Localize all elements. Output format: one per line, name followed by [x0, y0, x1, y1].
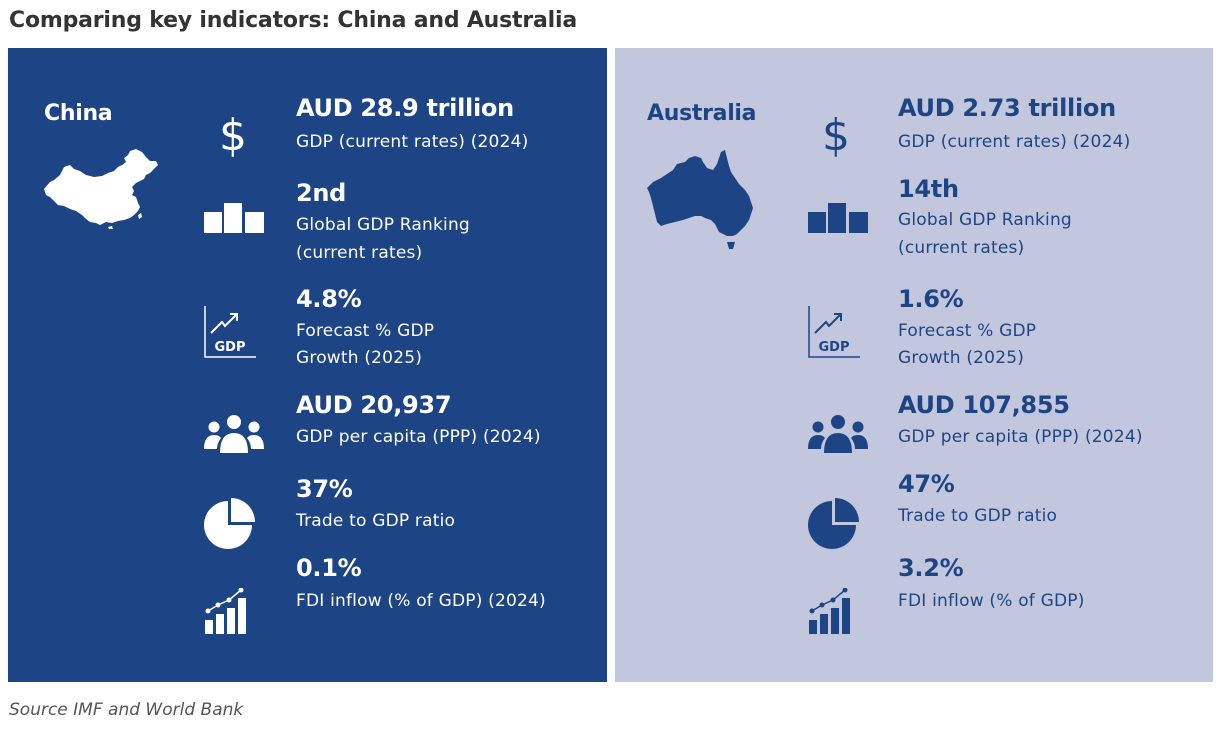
- country-name-australia: Australia: [647, 101, 757, 126]
- ranking-value: 2nd: [296, 179, 347, 207]
- trade-ratio-label: Trade to GDP ratio: [296, 511, 456, 531]
- dollar-icon: $: [218, 109, 248, 159]
- people-icon: [204, 415, 264, 453]
- fdi-label: FDI inflow (% of GDP): [898, 591, 1085, 611]
- fdi-label: FDI inflow (% of GDP) (2024): [296, 591, 546, 611]
- australia-panel: Australia $ AUD 2.73 trillion GDP (curre…: [615, 48, 1213, 682]
- fdi-value: 3.2%: [898, 554, 964, 582]
- china-panel: China $ AUD 28.9 trillion GDP (current r…: [8, 48, 607, 682]
- trend-bars-icon: [808, 588, 852, 634]
- australia-map-icon: [645, 150, 760, 250]
- trade-ratio-label: Trade to GDP ratio: [898, 506, 1058, 526]
- trade-ratio-value: 37%: [296, 475, 353, 503]
- pie-chart-icon: [808, 498, 860, 550]
- pie-chart-icon: [204, 498, 256, 550]
- source-note: Source IMF and World Bank: [9, 700, 244, 720]
- svg-text:GDP: GDP: [215, 340, 246, 355]
- growth-label-line1: Forecast % GDP: [296, 321, 435, 341]
- gdp-growth-icon: GDP: [204, 306, 258, 358]
- growth-value: 4.8%: [296, 285, 362, 313]
- growth-label-line2: Growth (2025): [296, 348, 423, 368]
- ranking-label-line2: (current rates): [296, 243, 423, 263]
- gdp-value: AUD 2.73 trillion: [898, 94, 1116, 122]
- growth-label-line1: Forecast % GDP: [898, 321, 1037, 341]
- svg-text:GDP: GDP: [819, 340, 850, 355]
- people-icon: [808, 415, 868, 453]
- ranking-label-line2: (current rates): [898, 238, 1025, 258]
- gdp-value: AUD 28.9 trillion: [296, 94, 514, 122]
- page-title: Comparing key indicators: China and Aust…: [9, 8, 577, 33]
- per-capita-value: AUD 20,937: [296, 391, 452, 419]
- gdp-label: GDP (current rates) (2024): [296, 132, 529, 152]
- fdi-value: 0.1%: [296, 554, 362, 582]
- bar-chart-icon: [808, 203, 868, 233]
- ranking-value: 14th: [898, 175, 959, 203]
- trend-bars-icon: [204, 588, 248, 634]
- china-map-icon: [42, 149, 160, 229]
- gdp-label: GDP (current rates) (2024): [898, 132, 1131, 152]
- ranking-label-line1: Global GDP Ranking: [296, 215, 470, 235]
- per-capita-value: AUD 107,855: [898, 391, 1070, 419]
- per-capita-label: GDP per capita (PPP) (2024): [898, 427, 1143, 447]
- ranking-label-line1: Global GDP Ranking: [898, 210, 1072, 230]
- gdp-growth-icon: GDP: [808, 306, 862, 358]
- trade-ratio-value: 47%: [898, 470, 955, 498]
- svg-text:$: $: [219, 110, 247, 159]
- dollar-icon: $: [821, 109, 851, 159]
- growth-value: 1.6%: [898, 285, 964, 313]
- bar-chart-icon: [204, 203, 264, 233]
- per-capita-label: GDP per capita (PPP) (2024): [296, 427, 541, 447]
- svg-text:$: $: [822, 110, 850, 159]
- growth-label-line2: Growth (2025): [898, 348, 1025, 368]
- country-name-china: China: [44, 101, 113, 126]
